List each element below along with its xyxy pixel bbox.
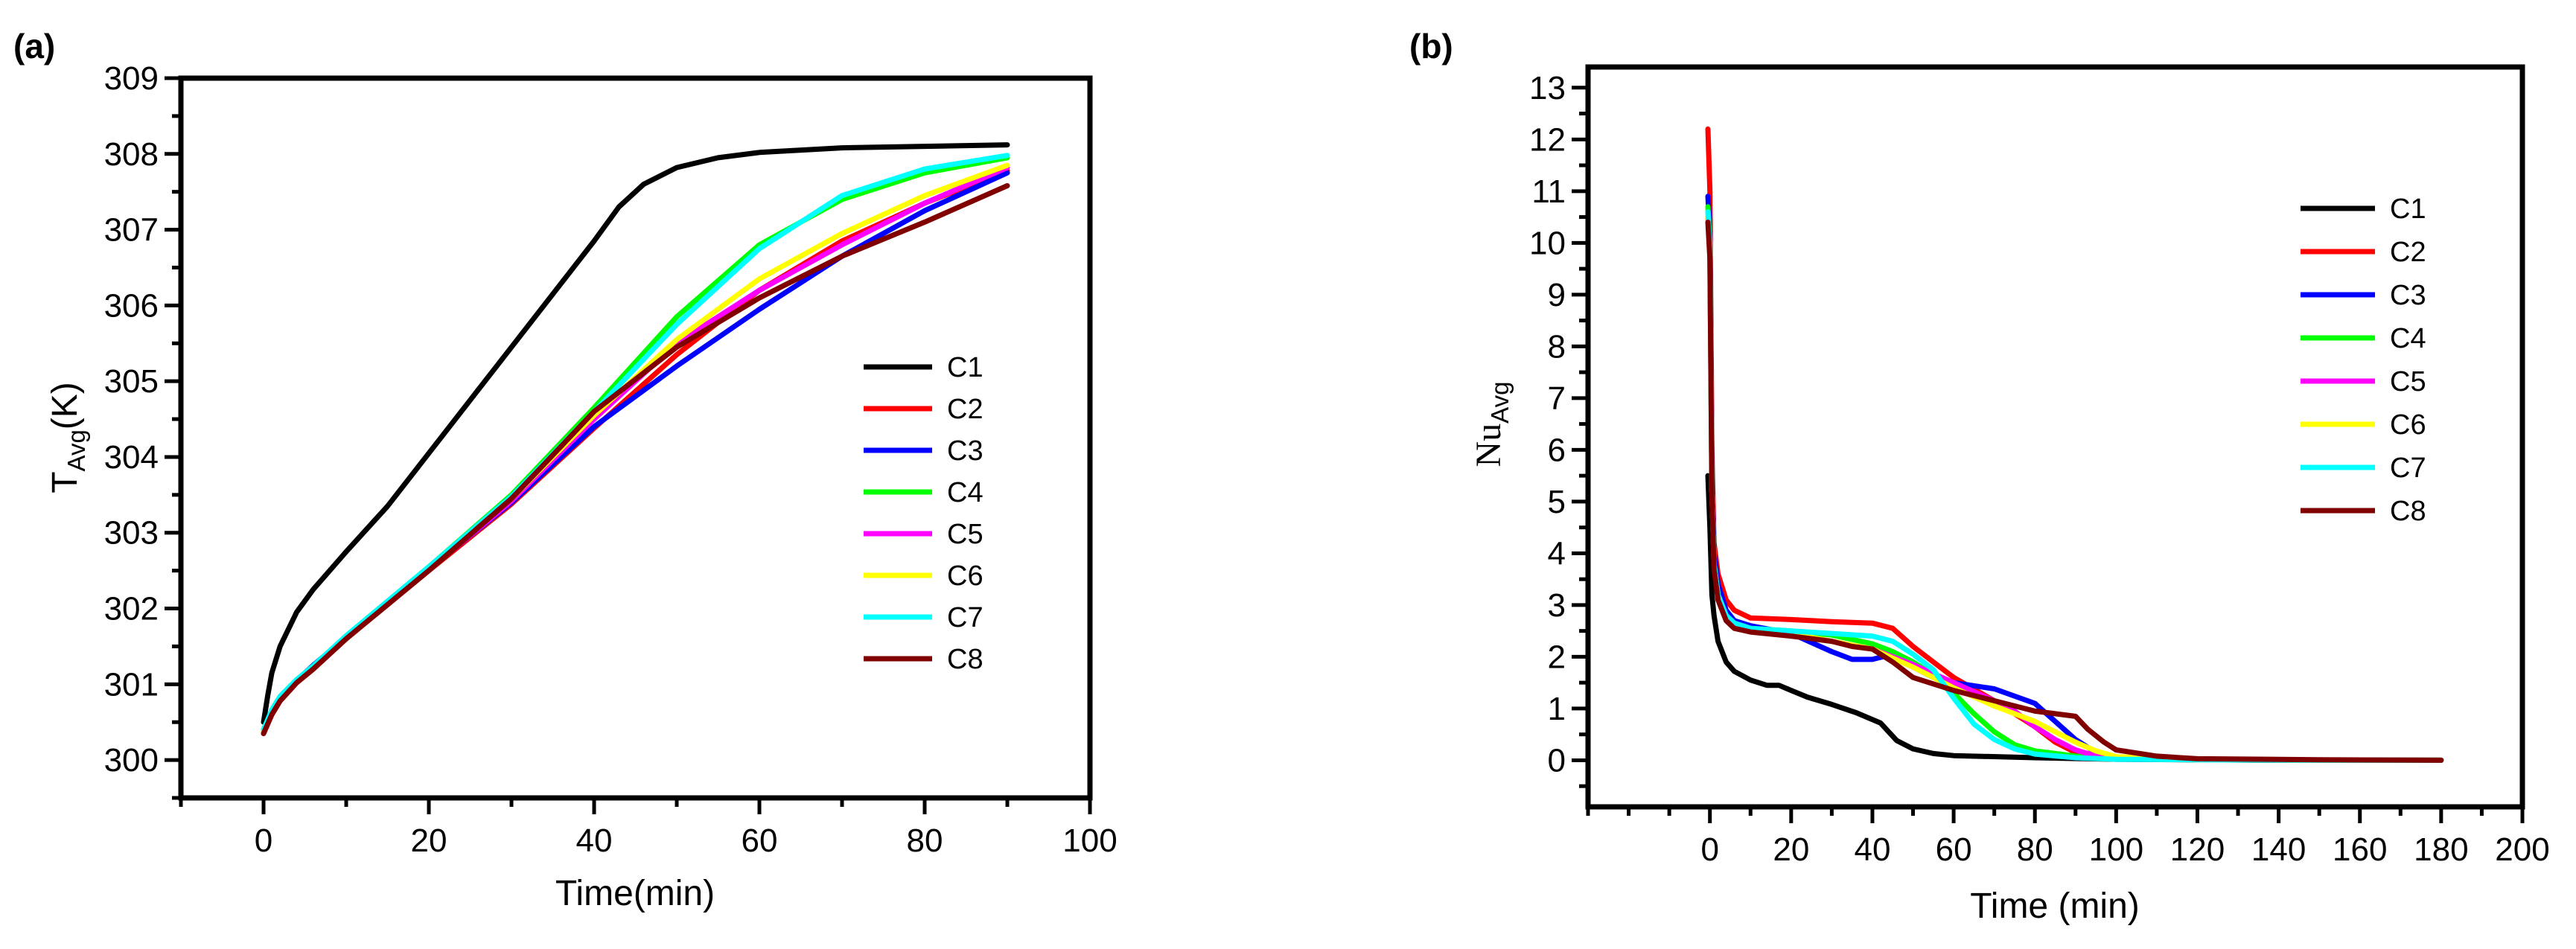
panel-b-x-tick-label: 20 [1773,831,1809,868]
panel-b-series-c5 [1705,214,2444,763]
panel-a-y-tick-label: 304 [104,439,159,476]
panel-b-x-tick-label: 80 [2017,831,2053,868]
panel-b-y-tick-label: 10 [1529,225,1566,261]
panel-b-x-tick-label: 120 [2170,831,2225,868]
panel-a-plot-frame [178,75,1093,801]
panel-b-series-c8 [1705,220,2444,763]
panel-b-y-tick-label: 1 [1548,691,1566,727]
panel-b-series-c2 [1705,126,2444,763]
panel-a-x-tick-label: 20 [411,822,447,859]
panel-b-x-tick-label: 180 [2414,831,2468,868]
panel-b-x-tick-label: 60 [1936,831,1972,868]
panel-b-legend-label-c2: C2 [2390,237,2426,268]
panel-a-legend-label-c1: C1 [947,352,983,383]
panel-a-y-tick-label: 306 [104,287,159,324]
panel-a-legend-label-c6: C6 [947,560,983,592]
panel-b-y-tick-label: 5 [1548,484,1566,520]
panel-a-y-tick-label: 302 [104,591,159,627]
panel-a-legend-label-c7: C7 [947,602,983,633]
panel-a-y-tick-label: 300 [104,742,159,779]
panel-a-legend-label-c5: C5 [947,519,983,550]
panel-a-y-axis-title-subscript: Avg [63,429,90,471]
panel-b-y-tick-label: 0 [1548,742,1566,779]
panel-b-x-tick-label: 140 [2251,831,2306,868]
panel-b-y-tick-label: 8 [1548,328,1566,365]
panel-a-y-axis-title: TAvg(K) [45,382,90,493]
panel-b-label: (b) [1409,27,1453,65]
panel-b-legend-label-c8: C8 [2390,496,2426,527]
panel-a-y-tick-label: 301 [104,666,159,703]
panel-b-y-tick-label: 4 [1548,535,1566,572]
panel-b-legend-label-c5: C5 [2390,366,2426,397]
panel-b-legend-label-c3: C3 [2390,280,2426,311]
panel-b-series-c3 [1705,194,2444,763]
panel-a-series-c1 [261,142,1010,725]
panel-b-y-tick-label: 12 [1529,121,1566,158]
panel-a-series-c7 [261,153,1010,732]
panel-b-y-tick-label: 7 [1548,380,1566,417]
panel-b-plot-frame [1585,64,2525,810]
panel-b-y-axis-title-subscript: Avg [1486,382,1514,424]
panel-b-y-axis-title: NuAvg [1469,382,1514,467]
panel-b-x-tick-label: 100 [2089,831,2143,868]
panel-a-ticks: 0 20 40 60 80 100 300 301 302 303 304 305 306 307 308 3… [104,60,1118,859]
panel-b-y-tick-label: 2 [1548,639,1566,675]
panel-a-legend-label-c3: C3 [947,435,983,467]
panel-a-y-tick-label: 303 [104,515,159,552]
panel-a-x-tick-label: 40 [576,822,613,859]
panel-b-y-tick-label: 13 [1529,70,1566,106]
panel-b-x-tick-label: 40 [1854,831,1890,868]
panel-b-legend: C1 C2 C3 C4 C5 C6 C7 C8 [2301,194,2426,527]
panel-a-x-tick-label: 80 [907,822,943,859]
panel-b-y-tick-label: 6 [1548,432,1566,468]
panel-a-x-tick-label: 60 [742,822,778,859]
panel-a-x-axis-title: Time(min) [555,874,715,913]
panel-a-y-axis-title-suffix: (K) [45,382,85,429]
chart-panel-a: (a) 0 20 40 60 80 100 300 301 302 303 304 305 306 307… [13,27,1118,913]
panel-b-legend-label-c7: C7 [2390,453,2426,484]
panel-b-series-group [1705,126,2444,763]
chart-panel-b: (b) 0 20 40 60 80 100 120 140 160 180 200012345678… [1409,27,2550,926]
panel-a-y-tick-label: 307 [104,212,159,249]
panel-a-label: (a) [13,27,55,65]
panel-b-ticks: 0 20 40 60 80 100 120 140 160 180 2000123456789101… [1529,70,2550,868]
panel-a-legend-label-c2: C2 [947,394,983,425]
panel-a-y-tick-label: 308 [104,136,159,173]
panel-b-y-tick-label: 3 [1548,587,1566,624]
panel-a-series-c4 [261,155,1010,732]
panel-a-y-axis-title-main: T [45,471,85,493]
panel-a-y-tick-label: 309 [104,60,159,97]
panel-b-x-axis-title: Time (min) [1970,886,2140,926]
panel-a-legend-label-c4: C4 [947,477,983,508]
panel-a-legend: C1 C2 C3 C4 C5 C6 C7 C8 [864,352,983,675]
panel-b-series-c1 [1705,473,2444,763]
panel-a-x-tick-label: 100 [1062,822,1117,859]
panel-b-series-c4 [1705,204,2444,763]
panel-b-legend-label-c6: C6 [2390,409,2426,441]
panel-b-legend-label-c1: C1 [2390,194,2426,225]
panel-b-legend-label-c4: C4 [2390,323,2426,354]
panel-b-y-axis-title-main: Nu [1469,424,1508,467]
panel-b-x-tick-label: 160 [2333,831,2387,868]
panel-a-series-c8 [261,183,1010,736]
panel-b-y-tick-label: 11 [1531,173,1566,210]
panel-a-legend-label-c8: C8 [947,644,983,675]
panel-b-series-c6 [1705,214,2444,763]
panel-a-series-group [261,142,1010,736]
panel-b-x-tick-label: 200 [2495,831,2549,868]
panel-a-y-tick-label: 305 [104,363,159,400]
panel-b-x-tick-label: 0 [1700,831,1718,868]
panel-b-y-tick-label: 9 [1548,277,1566,313]
panel-a-x-tick-label: 0 [255,822,272,859]
